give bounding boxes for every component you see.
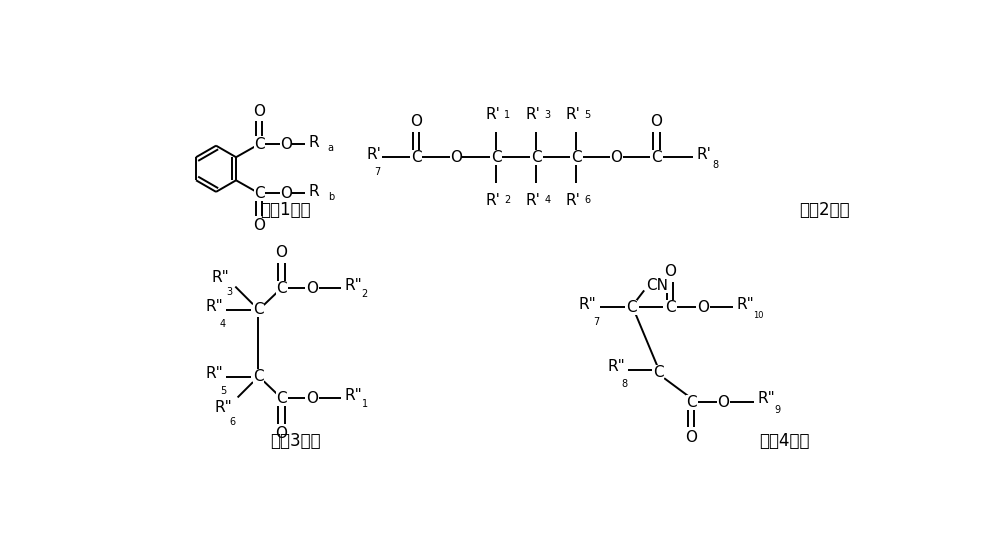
Text: C: C — [276, 391, 287, 406]
Text: R": R" — [345, 278, 362, 293]
Text: b: b — [328, 192, 334, 202]
Text: a: a — [328, 143, 334, 153]
Text: 8: 8 — [713, 160, 719, 170]
Text: R": R" — [737, 297, 754, 312]
Text: O: O — [717, 395, 729, 409]
Text: 式（2）；: 式（2）； — [799, 200, 850, 219]
Text: R": R" — [211, 270, 229, 285]
Text: O: O — [650, 114, 662, 129]
Text: R: R — [308, 184, 319, 199]
Text: 1: 1 — [504, 110, 510, 120]
Text: 6: 6 — [229, 417, 235, 427]
Text: R": R" — [607, 359, 625, 374]
Text: C: C — [686, 395, 696, 409]
Text: O: O — [410, 114, 422, 129]
Text: O: O — [280, 186, 292, 201]
Text: 7: 7 — [593, 316, 600, 327]
Text: R': R' — [367, 147, 382, 161]
Text: C: C — [571, 150, 582, 165]
Text: O: O — [450, 150, 462, 165]
Text: C: C — [253, 369, 264, 384]
Text: 1: 1 — [362, 400, 368, 409]
Text: 2: 2 — [362, 289, 368, 299]
Text: 式（1）；: 式（1）； — [260, 200, 311, 219]
Text: R': R' — [525, 107, 540, 122]
Text: 7: 7 — [375, 167, 381, 177]
Text: 6: 6 — [584, 195, 590, 205]
Text: R": R" — [205, 366, 223, 381]
Text: O: O — [306, 281, 318, 295]
Text: 4: 4 — [544, 195, 550, 205]
Text: 10: 10 — [754, 310, 764, 320]
Text: R": R" — [757, 392, 775, 407]
Text: 式（3）；: 式（3）； — [270, 431, 321, 450]
Text: 4: 4 — [220, 319, 226, 329]
Text: C: C — [627, 300, 637, 315]
Text: R': R' — [525, 193, 540, 207]
Text: C: C — [665, 300, 676, 315]
Text: R': R' — [485, 193, 500, 207]
Text: O: O — [697, 300, 709, 315]
Text: 9: 9 — [774, 405, 780, 415]
Text: 5: 5 — [584, 110, 590, 120]
Text: 8: 8 — [622, 379, 628, 389]
Text: O: O — [685, 430, 697, 445]
Text: R: R — [308, 135, 319, 150]
Text: CN: CN — [646, 278, 668, 293]
Text: R': R' — [485, 107, 500, 122]
Text: 2: 2 — [504, 195, 510, 205]
Text: R": R" — [579, 297, 596, 312]
Text: C: C — [531, 150, 542, 165]
Text: O: O — [276, 245, 288, 260]
Text: C: C — [651, 150, 662, 165]
Text: R': R' — [565, 107, 580, 122]
Text: O: O — [664, 265, 676, 279]
Text: O: O — [276, 426, 288, 441]
Text: R': R' — [697, 147, 711, 161]
Text: R": R" — [345, 388, 362, 403]
Text: C: C — [276, 281, 287, 295]
Text: C: C — [653, 365, 664, 380]
Text: O: O — [306, 391, 318, 406]
Text: O: O — [280, 137, 292, 152]
Text: 式（4）；: 式（4）； — [759, 431, 809, 450]
Text: C: C — [254, 186, 264, 201]
Text: O: O — [253, 218, 265, 233]
Text: 3: 3 — [226, 287, 232, 296]
Text: C: C — [253, 302, 264, 317]
Text: R": R" — [214, 400, 232, 415]
Text: O: O — [253, 104, 265, 118]
Text: 5: 5 — [220, 386, 226, 396]
Text: C: C — [411, 150, 422, 165]
Text: C: C — [254, 137, 264, 152]
Text: R': R' — [565, 193, 580, 207]
Text: C: C — [491, 150, 502, 165]
Text: R": R" — [205, 299, 223, 314]
Text: O: O — [610, 150, 622, 165]
Text: 3: 3 — [544, 110, 550, 120]
